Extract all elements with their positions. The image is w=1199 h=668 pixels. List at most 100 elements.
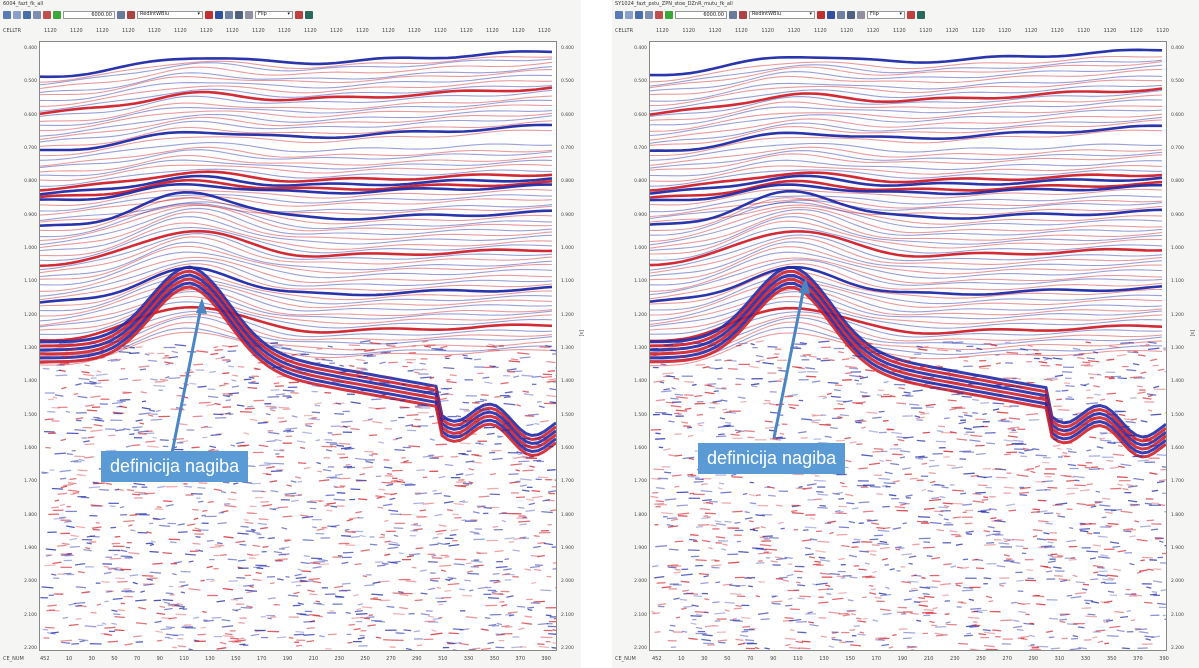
noise-wavelet bbox=[347, 641, 353, 644]
noise-wavelet bbox=[1013, 439, 1024, 442]
noise-wavelet bbox=[538, 405, 545, 409]
reflector bbox=[40, 301, 553, 335]
noise-wavelet bbox=[1124, 418, 1132, 421]
layer-icon[interactable] bbox=[827, 10, 835, 19]
noise-wavelet bbox=[68, 623, 79, 627]
noise-wavelet bbox=[1156, 480, 1165, 484]
add-icon[interactable] bbox=[655, 10, 663, 19]
noise-wavelet bbox=[322, 468, 332, 472]
add-icon[interactable] bbox=[43, 10, 51, 19]
settings-icon[interactable] bbox=[245, 10, 253, 19]
reflector bbox=[40, 69, 553, 96]
noise-wavelet bbox=[140, 391, 147, 394]
noise-wavelet bbox=[498, 512, 507, 515]
flag-icon[interactable] bbox=[907, 10, 915, 19]
noise-wavelet bbox=[695, 626, 703, 630]
flag-icon[interactable] bbox=[295, 10, 303, 19]
noise-wavelet bbox=[267, 617, 272, 620]
noise-wavelet bbox=[676, 504, 688, 507]
view-icon[interactable] bbox=[847, 10, 855, 19]
save-icon[interactable] bbox=[635, 10, 643, 19]
zoom-in-icon[interactable] bbox=[625, 10, 633, 19]
zoom-input[interactable]: 6000.00 bbox=[63, 10, 115, 19]
noise-wavelet bbox=[956, 438, 968, 441]
noise-wavelet bbox=[841, 544, 850, 548]
colormap-select[interactable]: RedIntWBlu ▾ bbox=[749, 10, 815, 19]
noise-wavelet bbox=[436, 532, 444, 535]
noise-wavelet bbox=[297, 480, 303, 483]
reflector bbox=[40, 142, 553, 161]
search-icon[interactable] bbox=[33, 10, 41, 19]
noise-wavelet bbox=[448, 632, 459, 635]
noise-wavelet bbox=[1147, 568, 1154, 571]
zoom-in-icon[interactable] bbox=[13, 10, 21, 19]
noise-wavelet bbox=[868, 430, 879, 433]
grid-icon[interactable] bbox=[117, 10, 125, 19]
header-tick: 1120 bbox=[708, 28, 722, 34]
open-icon[interactable] bbox=[3, 10, 11, 19]
noise-wavelet bbox=[972, 500, 985, 504]
noise-wavelet bbox=[972, 558, 979, 561]
zoom-input[interactable]: 6000.00 bbox=[675, 10, 727, 19]
noise-wavelet bbox=[270, 342, 279, 344]
noise-wavelet bbox=[438, 524, 447, 528]
seismic-image bbox=[40, 50, 556, 650]
settings-icon[interactable] bbox=[857, 10, 865, 19]
noise-wavelet bbox=[356, 479, 365, 483]
noise-wavelet bbox=[531, 581, 537, 585]
play-icon[interactable] bbox=[665, 10, 673, 19]
noise-wavelet bbox=[105, 482, 112, 485]
noise-wavelet bbox=[246, 590, 254, 594]
window-icon[interactable] bbox=[837, 10, 845, 19]
footer-tick: 10 bbox=[678, 656, 685, 662]
palette-icon[interactable] bbox=[739, 10, 747, 19]
noise-wavelet bbox=[381, 562, 389, 565]
save-icon[interactable] bbox=[23, 10, 31, 19]
layer-icon[interactable] bbox=[215, 10, 223, 19]
noise-wavelet bbox=[350, 401, 361, 405]
noise-wavelet bbox=[243, 519, 249, 521]
noise-wavelet bbox=[838, 510, 844, 514]
noise-wavelet bbox=[875, 639, 885, 642]
reflector bbox=[650, 159, 1163, 177]
noise-wavelet bbox=[286, 484, 292, 487]
palette-icon[interactable] bbox=[127, 10, 135, 19]
noise-wavelet bbox=[529, 565, 541, 569]
noise-wavelet bbox=[88, 486, 101, 489]
noise-wavelet bbox=[220, 356, 226, 359]
grid-icon[interactable] bbox=[729, 10, 737, 19]
seismic-section[interactable] bbox=[39, 41, 557, 651]
noise-wavelet bbox=[1164, 544, 1166, 547]
color-icon[interactable] bbox=[205, 10, 213, 19]
gain-select[interactable]: Flip ▾ bbox=[255, 10, 293, 19]
noise-wavelet bbox=[214, 544, 225, 547]
noise-wavelet bbox=[474, 420, 481, 423]
noise-wavelet bbox=[335, 402, 342, 405]
export-icon[interactable] bbox=[917, 10, 925, 19]
search-icon[interactable] bbox=[645, 10, 653, 19]
gain-value: Flip bbox=[258, 11, 267, 17]
noise-wavelet bbox=[664, 471, 672, 474]
noise-wavelet bbox=[301, 570, 312, 573]
noise-wavelet bbox=[820, 359, 831, 362]
gain-select[interactable]: Flip ▾ bbox=[867, 10, 905, 19]
noise-wavelet bbox=[197, 633, 206, 636]
noise-wavelet bbox=[948, 374, 955, 377]
noise-wavelet bbox=[845, 372, 852, 375]
noise-wavelet bbox=[1096, 446, 1104, 449]
time-label: 1.500 bbox=[1171, 412, 1184, 418]
seismic-section[interactable] bbox=[649, 41, 1167, 651]
noise-wavelet bbox=[148, 522, 154, 525]
open-icon[interactable] bbox=[615, 10, 623, 19]
noise-wavelet bbox=[1025, 613, 1030, 616]
noise-wavelet bbox=[411, 345, 417, 347]
color-icon[interactable] bbox=[817, 10, 825, 19]
play-icon[interactable] bbox=[53, 10, 61, 19]
view-icon[interactable] bbox=[235, 10, 243, 19]
noise-wavelet bbox=[381, 481, 394, 484]
noise-wavelet bbox=[236, 576, 246, 579]
window-icon[interactable] bbox=[225, 10, 233, 19]
noise-wavelet bbox=[1061, 389, 1069, 392]
export-icon[interactable] bbox=[305, 10, 313, 19]
colormap-select[interactable]: RedIntWBlu ▾ bbox=[137, 10, 203, 19]
